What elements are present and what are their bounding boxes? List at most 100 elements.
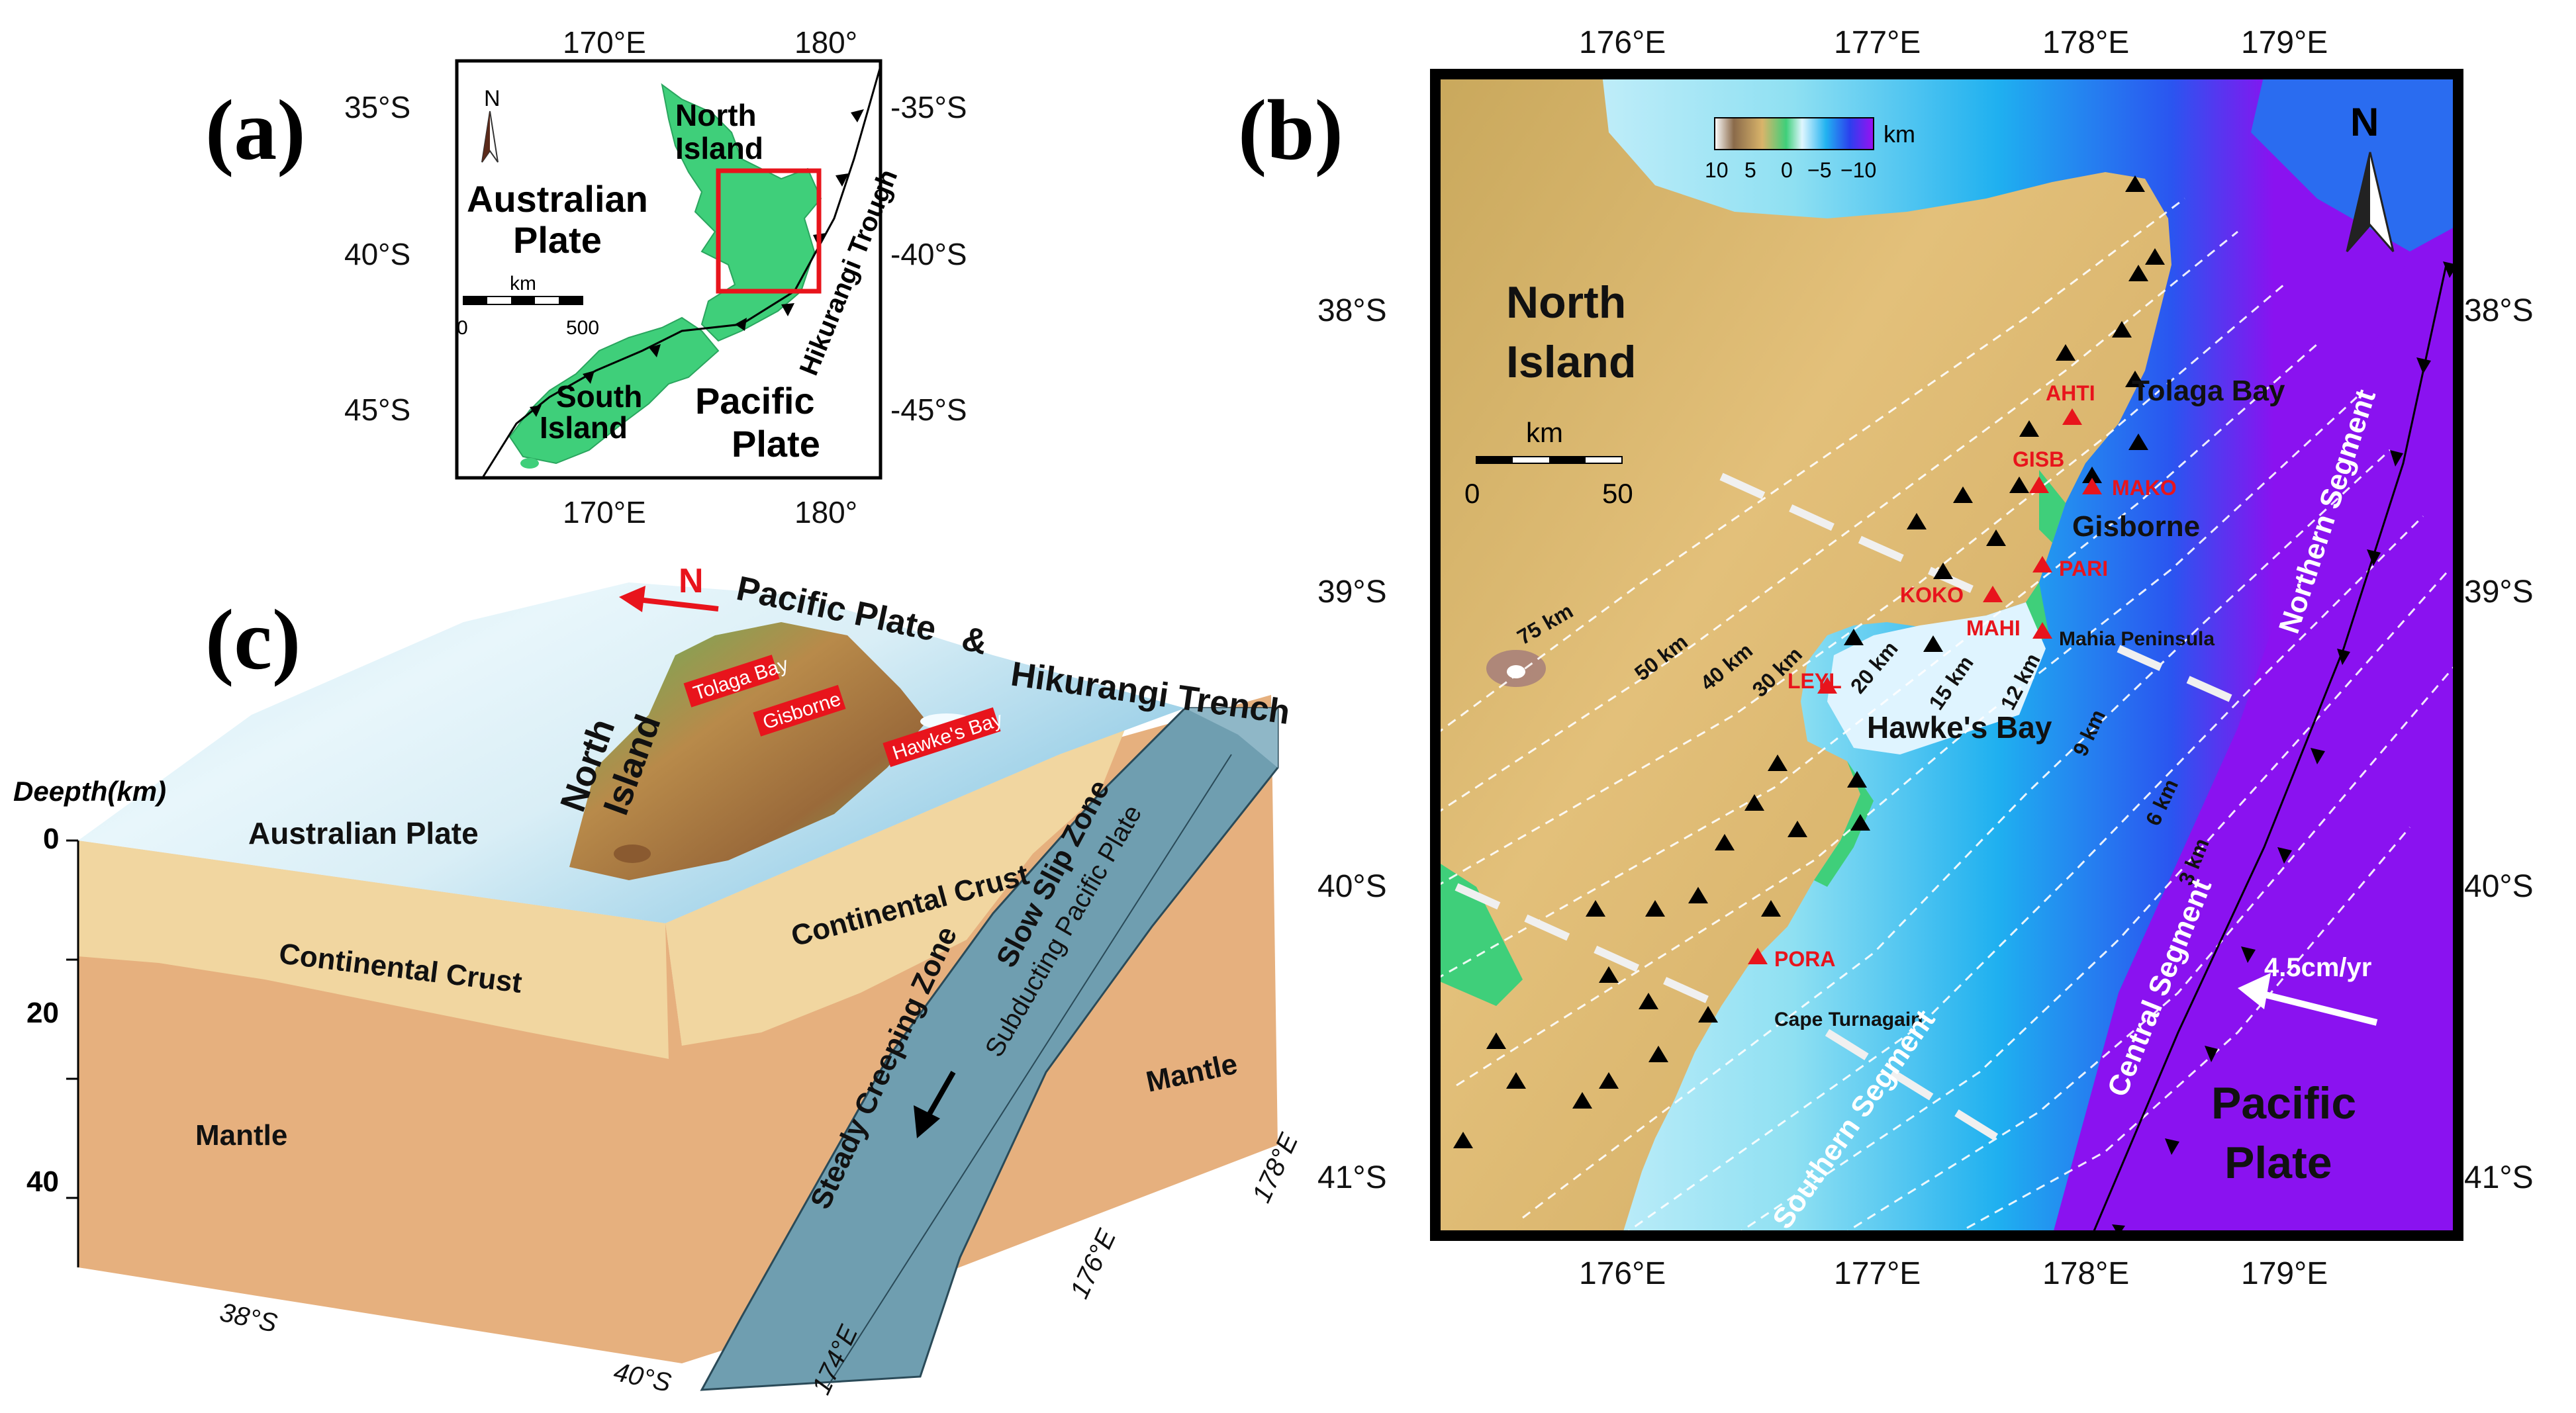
- svg-text:38°S: 38°S: [217, 1298, 280, 1338]
- svg-text:0: 0: [1781, 158, 1793, 182]
- deep-ocean-area: [2052, 225, 2458, 1236]
- north-arrow-b-icon: N: [2346, 100, 2395, 252]
- north-island-a-label-1: North: [675, 98, 757, 132]
- station-gisb-icon: [2029, 477, 2049, 493]
- gnss-stations-red: [1748, 408, 2102, 964]
- svg-text:N: N: [2350, 100, 2379, 144]
- pacific-plate-a-label-1: Pacific: [695, 380, 815, 422]
- panel-b-frame: [1430, 69, 2463, 1241]
- australian-plate-a-label-1: Australian: [467, 178, 648, 220]
- svg-text:39°S: 39°S: [2464, 574, 2534, 610]
- svg-text:40°S: 40°S: [611, 1357, 674, 1398]
- svg-text:-45°S: -45°S: [890, 392, 967, 427]
- north-arrow-c-icon: N: [619, 562, 719, 612]
- panel-c-letter: (c): [205, 592, 301, 688]
- volcano-c: [614, 844, 651, 863]
- svg-text:176°E: 176°E: [1579, 25, 1666, 60]
- cape-turnagain-label: Cape Turnagain: [1774, 1009, 1923, 1030]
- svg-text:500: 500: [566, 317, 599, 339]
- svg-text:LEYL: LEYL: [1788, 669, 1842, 693]
- north-island-a-label-2: Island: [675, 131, 763, 165]
- svg-text:N: N: [484, 86, 501, 111]
- panel-b-ticks: 176°E 177°E 178°E 179°E 176°E 177°E 178°…: [1317, 25, 2534, 1291]
- ocean-northeast: [2251, 74, 2458, 251]
- svg-text:-35°S: -35°S: [890, 90, 967, 124]
- svg-text:GISB: GISB: [2013, 447, 2064, 471]
- gnss-stations-black: [1453, 175, 2165, 1148]
- svg-text:178°E: 178°E: [2042, 25, 2129, 60]
- svg-text:PORA: PORA: [1774, 947, 1835, 971]
- svg-text:0: 0: [457, 317, 468, 339]
- svg-text:180°: 180°: [794, 495, 857, 529]
- panel-a-frame: [455, 59, 883, 480]
- svg-text:41°S: 41°S: [2464, 1160, 2534, 1195]
- svg-text:AHTI: AHTI: [2046, 381, 2095, 405]
- svg-text:40°S: 40°S: [1317, 869, 1387, 904]
- svg-text:km: km: [1526, 417, 1563, 448]
- north-island-b-label-1: North: [1506, 277, 1626, 328]
- north-arrow-a-icon: N: [481, 86, 501, 163]
- svg-text:45°S: 45°S: [344, 392, 410, 427]
- svg-text:MAKO: MAKO: [2112, 476, 2177, 500]
- station-pari-icon: [2032, 556, 2052, 572]
- svg-text:5: 5: [1744, 158, 1756, 182]
- slab-top: [1185, 708, 1278, 768]
- trench-teeth-a: [530, 109, 864, 417]
- north-island-shape: [661, 83, 822, 342]
- subducting-slab: [700, 707, 1279, 1391]
- station-labels: AHTI GISB MAKO PARI KOKO MAHI LEYL PORA: [1774, 381, 2177, 971]
- svg-text:−5: −5: [1807, 158, 1831, 182]
- study-area-box: [716, 168, 822, 294]
- depth-axis: Deepth(km) 0 20 40: [13, 776, 166, 1267]
- svg-text:20: 20: [26, 997, 59, 1029]
- svg-text:35°S: 35°S: [344, 90, 410, 124]
- panel-a: (a) N: [205, 25, 967, 529]
- svg-text:40°S: 40°S: [344, 237, 410, 271]
- scale-bar-a: km 0 500: [457, 273, 599, 339]
- north-island-land: [1435, 74, 2171, 1236]
- hikurangi-trench-line: [2091, 264, 2448, 1236]
- svg-text:176°E: 176°E: [1579, 1256, 1666, 1291]
- svg-text:38°S: 38°S: [2464, 293, 2534, 328]
- svg-text:170°E: 170°E: [563, 495, 646, 529]
- svg-text:38°S: 38°S: [1317, 293, 1387, 328]
- panel-b-letter: (b): [1238, 83, 1343, 178]
- svg-text:4.5cm/yr: 4.5cm/yr: [2264, 953, 2371, 982]
- svg-text:0: 0: [1464, 478, 1480, 509]
- svg-text:179°E: 179°E: [2241, 25, 2328, 60]
- front-face-crust: [78, 841, 669, 1059]
- svg-text:-40°S: -40°S: [890, 237, 967, 271]
- svg-text:N: N: [679, 562, 704, 600]
- svg-text:180°: 180°: [794, 25, 857, 60]
- svg-text:10: 10: [1705, 158, 1729, 182]
- svg-text:−10: −10: [1840, 158, 1876, 182]
- stewart-island-shape: [520, 458, 539, 469]
- svg-text:41°S: 41°S: [1317, 1160, 1387, 1195]
- north-island-b-label-2: Island: [1506, 337, 1637, 387]
- svg-text:km: km: [1884, 120, 1915, 148]
- side-face-crust: [665, 728, 1125, 1046]
- pacific-plate-b-label-1: Pacific: [2211, 1078, 2356, 1128]
- mantle-front-label: Mantle: [195, 1119, 287, 1152]
- station-leyl-icon: [1817, 677, 1837, 694]
- svg-text:km: km: [510, 273, 536, 295]
- scale-bar-b: km 0 50: [1464, 417, 1633, 509]
- coastal-lowland: [1435, 470, 2066, 1006]
- panel-a-ticks: 170°E 180° 170°E 180° 35°S 40°S 45°S -35…: [344, 25, 967, 529]
- panel-c: (c) Tolaga Bay Gisborne Hawke's Bay Nort…: [13, 562, 1304, 1399]
- pacific-plate-b-label-2: Plate: [2224, 1138, 2332, 1188]
- svg-text:MAHI: MAHI: [1966, 616, 2021, 640]
- svg-text:176°E: 176°E: [1065, 1224, 1122, 1303]
- hawkes-bay-water: [1827, 602, 2046, 754]
- pacific-plate-a-label-2: Plate: [732, 423, 820, 465]
- slab-center-line: [827, 754, 1232, 1387]
- panel-b: (b): [1238, 25, 2534, 1291]
- station-ahti-icon: [2062, 408, 2082, 425]
- mahia-peninsula-label: Mahia Peninsula: [2059, 628, 2215, 650]
- south-island-shape: [508, 316, 720, 465]
- svg-text:0: 0: [43, 823, 59, 855]
- station-pora-icon: [1748, 948, 1768, 964]
- svg-text:178°E: 178°E: [2042, 1256, 2129, 1291]
- svg-text:40: 40: [26, 1165, 59, 1198]
- station-koko-icon: [1983, 586, 2003, 602]
